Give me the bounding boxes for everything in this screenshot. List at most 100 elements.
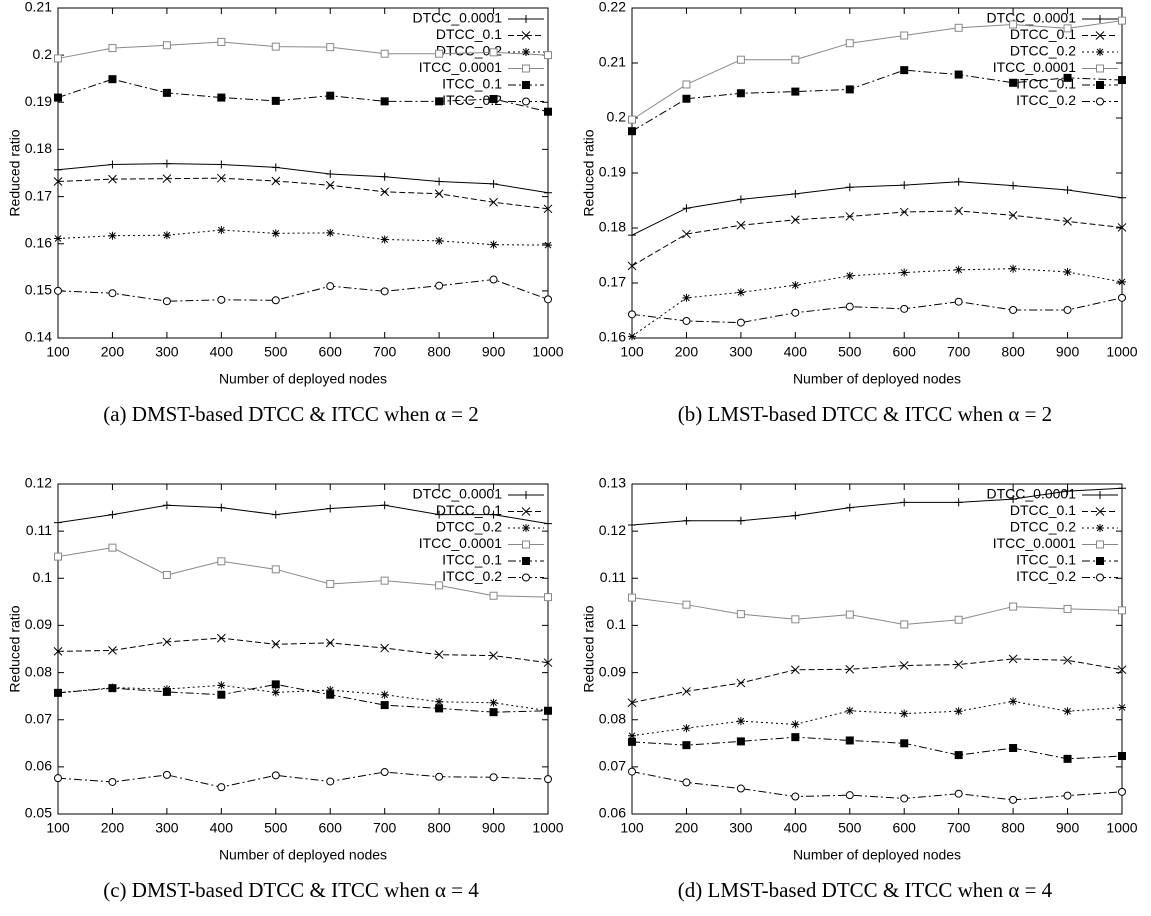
marker [544, 775, 552, 784]
series-line [57, 504, 549, 525]
marker [845, 39, 854, 48]
x-axis-title: Number of deployed nodes [793, 847, 961, 863]
legend-label: DTCC_0.1 [1010, 26, 1076, 42]
y-tick-label: 0.17 [599, 274, 626, 290]
marker [217, 681, 226, 690]
marker [271, 176, 281, 186]
marker [899, 661, 909, 670]
series-line [57, 229, 549, 246]
marker [1063, 24, 1072, 33]
series-line [57, 683, 549, 713]
marker [628, 521, 636, 530]
marker [682, 600, 691, 609]
marker [435, 49, 444, 58]
legend-label: ITCC_0.0001 [993, 535, 1076, 551]
marker [682, 778, 691, 787]
x-tick-label: 500 [838, 344, 862, 360]
marker [217, 37, 226, 46]
x-tick-label: 600 [319, 820, 343, 836]
marker [736, 784, 745, 793]
marker [1009, 495, 1018, 504]
y-tick-label: 0.19 [599, 164, 626, 180]
marker [954, 615, 963, 624]
marker [108, 510, 117, 519]
marker [954, 206, 964, 216]
marker [954, 751, 963, 760]
marker [162, 637, 172, 647]
marker [489, 651, 498, 660]
marker [380, 701, 389, 710]
x-tick-label: 600 [893, 820, 917, 836]
chart: 0.16 0.17 0.18 0.19 0.2 0.21 0.22 100 200 300 400 5… [581, 0, 1138, 426]
x-tick-label: 100 [46, 820, 70, 836]
marker [1096, 64, 1104, 73]
marker [736, 89, 745, 98]
marker [435, 236, 444, 245]
marker [522, 557, 530, 565]
marker [544, 241, 552, 250]
marker [682, 293, 691, 302]
marker [326, 504, 335, 513]
marker [380, 97, 389, 106]
series-line [631, 658, 1123, 704]
y-tick-label: 0.13 [599, 475, 626, 491]
marker [736, 55, 745, 64]
marker [54, 688, 62, 697]
marker [521, 507, 531, 516]
marker [489, 179, 498, 188]
marker [489, 94, 498, 103]
marker [1063, 791, 1072, 800]
x-tick-label: 900 [1056, 344, 1080, 360]
marker [544, 188, 552, 197]
y-tick-label: 0.08 [25, 663, 52, 679]
marker [790, 215, 800, 225]
marker [791, 792, 800, 801]
y-tick-label: 0.21 [25, 0, 52, 15]
marker [1009, 264, 1018, 273]
marker [791, 281, 800, 290]
marker [544, 706, 552, 715]
marker [845, 503, 854, 512]
marker [522, 540, 530, 549]
marker [1009, 78, 1018, 87]
y-tick-label: 0.05 [25, 805, 52, 821]
chart: 0.06 0.07 0.08 0.09 0.1 0.11 0.12 0.13 100 200 300… [581, 475, 1138, 902]
legend-label: DTCC_0.1 [1010, 502, 1076, 518]
series-line [631, 487, 1123, 526]
marker [489, 591, 498, 600]
x-tick-label: 100 [620, 344, 644, 360]
marker [54, 518, 62, 527]
marker [900, 268, 909, 277]
legend-label: ITCC_0.2 [442, 568, 502, 584]
marker [1096, 81, 1104, 89]
x-tick-label: 200 [101, 344, 125, 360]
marker [522, 97, 530, 106]
x-tick-label: 300 [729, 820, 753, 836]
series-line [631, 700, 1123, 737]
marker [954, 23, 963, 32]
x-tick-label: 100 [620, 820, 644, 836]
y-tick-label: 0.19 [25, 93, 52, 109]
marker [435, 97, 444, 106]
marker [271, 296, 280, 305]
marker [326, 690, 335, 699]
marker [217, 783, 226, 792]
marker [271, 565, 280, 574]
y-tick-label: 0.16 [25, 234, 52, 250]
marker [1008, 210, 1018, 220]
marker [736, 195, 745, 204]
marker [1063, 186, 1072, 195]
marker [954, 498, 963, 507]
marker [1009, 181, 1018, 190]
marker [380, 768, 389, 777]
marker [217, 557, 226, 566]
legend-label: ITCC_0.2 [1016, 568, 1076, 584]
marker [1118, 606, 1126, 615]
marker [162, 41, 171, 50]
marker [1096, 557, 1104, 565]
marker [326, 91, 335, 100]
marker [380, 501, 389, 510]
series-line [631, 771, 1123, 801]
marker [682, 316, 691, 325]
series-line [57, 771, 549, 788]
